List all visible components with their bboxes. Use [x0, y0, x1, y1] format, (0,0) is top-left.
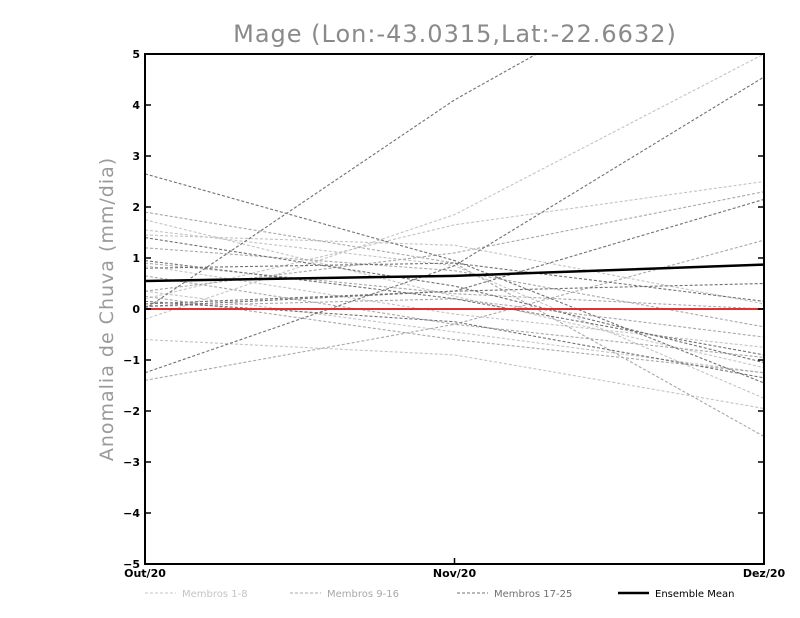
member-line-g3-4	[145, 237, 764, 364]
member-line-g2-5	[145, 275, 764, 358]
y-tick-label: −2	[123, 405, 140, 418]
member-line-g1-4	[145, 180, 764, 300]
y-tick-label: −5	[123, 558, 140, 571]
member-line-g3-6	[145, 262, 764, 302]
y-axis-ticks: −5 −4 −3 −2 −1 0 1 2 3 4 5	[123, 48, 764, 571]
legend: Membros 1-8 Membros 9-16 Membros 17-25 Ense…	[145, 589, 734, 600]
member-line-g2-3	[145, 191, 764, 292]
y-tick-label: 0	[132, 303, 140, 316]
member-line-g1-6	[145, 290, 764, 374]
member-line-g1-3	[145, 219, 764, 369]
x-tick-label: Out/20	[124, 567, 166, 580]
y-tick-label: 4	[132, 99, 140, 112]
y-axis-label: Anomalia de Chuva (mm/dia)	[96, 157, 118, 461]
member-line-g2-6	[145, 247, 764, 328]
member-line-g1-1	[145, 54, 764, 320]
y-tick-label: −4	[123, 507, 140, 520]
legend-label: Membros 17-25	[494, 589, 572, 600]
member-lines	[145, 54, 764, 437]
member-line-g3-8	[145, 260, 764, 356]
x-axis-ticks: Out/20 Nov/20 Dez/20	[124, 558, 786, 580]
legend-label: Membros 9-16	[327, 589, 399, 600]
member-line-g1-8	[145, 265, 764, 348]
member-line-g2-4	[145, 298, 764, 338]
member-line-g2-8	[145, 295, 764, 374]
member-line-g2-7	[145, 262, 764, 310]
member-line-g2-1	[145, 211, 764, 437]
ensemble-mean-line	[144, 263, 765, 283]
member-line-g3-9	[145, 300, 764, 379]
member-line-g3-2	[145, 76, 764, 374]
legend-label: Membros 1-8	[182, 589, 248, 600]
y-tick-label: 2	[132, 201, 140, 214]
member-line-g3-3	[145, 173, 764, 384]
x-tick-label: Dez/20	[743, 567, 786, 580]
legend-label: Ensemble Mean	[655, 589, 734, 600]
member-line-g3-5	[145, 198, 764, 307]
x-tick-label: Nov/20	[433, 567, 477, 580]
y-tick-label: −1	[123, 354, 140, 367]
member-line-g1-2	[145, 229, 764, 399]
y-tick-label: 1	[132, 252, 140, 265]
y-tick-label: −3	[123, 456, 140, 469]
member-line-g3-7	[145, 282, 764, 305]
member-line-g1-5	[145, 339, 764, 409]
y-tick-label: 5	[132, 48, 140, 61]
y-tick-label: 3	[132, 150, 140, 163]
chart-title: Mage (Lon:-43.0315,Lat:-22.6632)	[233, 20, 677, 48]
